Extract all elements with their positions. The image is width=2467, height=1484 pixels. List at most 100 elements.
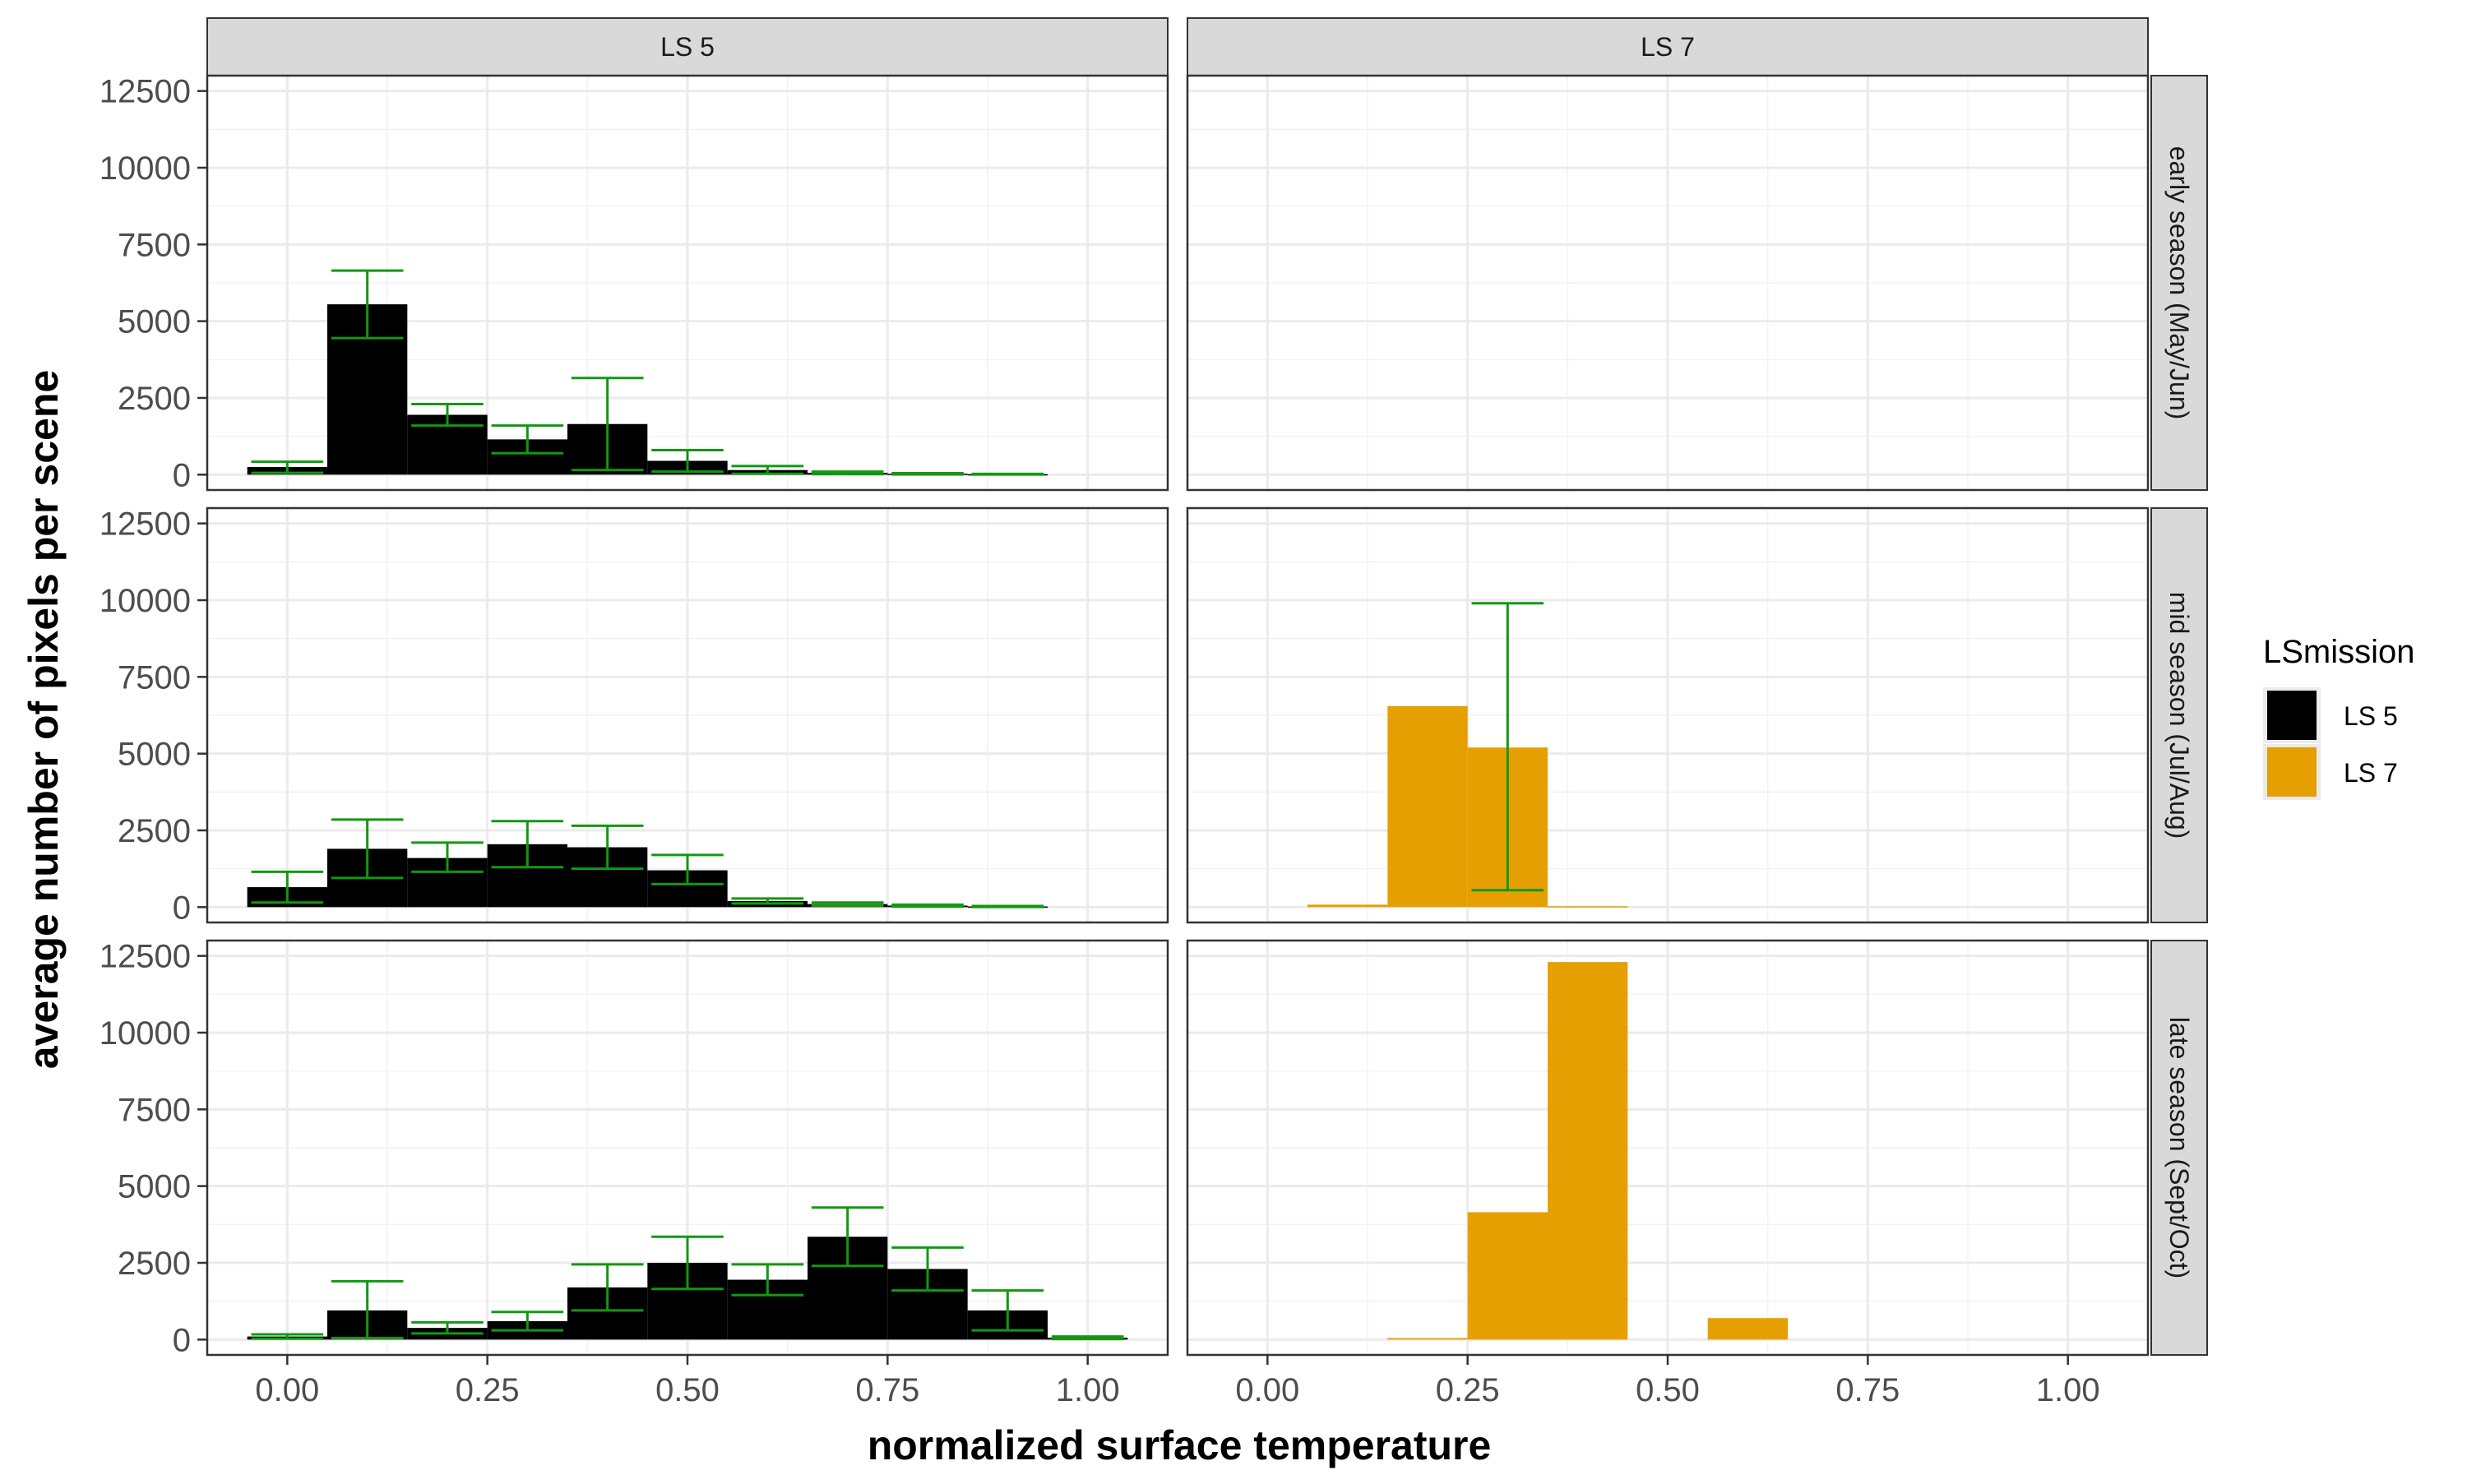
y-tick-label: 10000 [100,1015,191,1052]
x-tick-label: 0.00 [1235,1372,1299,1408]
y-axis-row-2: 0 2500 5000 7500 10000 12500 [100,506,207,926]
y-tick-label: 7500 [118,1092,191,1128]
bar [1707,1318,1788,1340]
y-tick-label: 2500 [118,813,191,849]
error-bar [571,824,644,871]
error-bar [891,471,964,476]
bar [1548,906,1628,908]
error-bar [251,460,324,474]
panel-ls-5-mid-season-jul-aug [206,506,1169,924]
y-tick-label: 2500 [118,1246,191,1282]
panel-grid [1187,941,2148,1355]
error-bar [411,402,484,428]
error-bar [411,841,484,873]
y-axis-title: average number of pixels per scene [21,370,67,1069]
row-strip-label: early season (May/Jun) [2164,146,2194,420]
legend-swatch-ls5 [2267,691,2317,740]
error-bar [651,853,724,885]
bar [1387,1338,1468,1340]
error-bar [811,901,884,907]
column-strip-ls-5: LS 5 [206,17,1169,76]
error-bar [251,870,324,904]
y-tick-label: 10000 [100,150,191,187]
panels-layer: LS 5 LS 7 early season (May/Jun) mid season… [206,17,2208,1357]
row-strip-bg [2150,507,2208,923]
x-axis-title: normalized surface temperature [868,1422,1492,1468]
error-bar [331,269,404,340]
bar [1467,1212,1548,1340]
panel-border [1186,74,2150,492]
panel-ls-7-early-season-may-jun [1186,74,2150,492]
panel-border [1186,506,2150,924]
bar [1548,962,1628,1340]
y-tick-label: 12500 [100,506,191,543]
error-bar [971,904,1044,908]
panel-ls-7-mid-season-jul-aug [1186,506,2150,924]
panel-ls-7-late-season-sept-oct [1186,939,2150,1357]
column-strip-bg [1187,17,2149,76]
panel-ls-5-late-season-sept-oct [206,939,1169,1357]
y-tick-label: 5000 [118,1169,191,1205]
column-strip-label: LS 5 [660,32,715,62]
error-bar [571,377,644,472]
error-bar [411,1320,484,1335]
legend-label-ls7: LS 7 [2344,758,2398,788]
error-bar [731,1263,804,1297]
error-bar [811,1206,884,1268]
x-tick-label: 0.75 [1835,1372,1900,1408]
row-strip-bg [2150,75,2208,491]
error-bar [651,1235,724,1291]
y-axis-row-1: 0 2500 5000 7500 10000 12500 [100,74,207,493]
x-tick-label: 0.75 [855,1372,919,1408]
error-bar [491,1311,564,1332]
y-axis-row-3: 0 2500 5000 7500 10000 12500 [100,939,207,1358]
row-strip-late-season-sept-oct: late season (Sept/Oct) [2150,940,2208,1356]
x-axis-ls-5: 0.00 0.25 0.50 0.75 1.00 [255,1355,1120,1408]
x-tick-label: 0.50 [655,1372,720,1408]
x-tick-label: 0.00 [255,1372,319,1408]
row-strip-early-season-may-jun: early season (May/Jun) [2150,75,2208,491]
error-bar [331,1279,404,1339]
row-strip-mid-season-jul-aug: mid season (Jul/Aug) [2150,507,2208,923]
y-tick-label: 5000 [118,737,191,773]
error-bar [731,465,804,475]
error-bar [1471,602,1544,892]
x-tick-label: 1.00 [1056,1372,1120,1408]
y-tick-label: 7500 [118,227,191,263]
panel-grid [1187,508,2148,922]
error-bar [811,470,884,476]
legend-label-ls5: LS 5 [2344,701,2398,731]
x-tick-label: 0.25 [456,1372,520,1408]
y-tick-label: 0 [173,890,191,926]
error-bar [891,903,964,908]
y-tick-label: 10000 [100,583,191,619]
error-bar [651,448,724,474]
row-strip-bg [2150,940,2208,1356]
panel-border [206,74,1169,492]
error-bar [491,820,564,869]
y-tick-label: 7500 [118,659,191,696]
error-bar [571,1263,644,1312]
panel-border [206,506,1169,924]
y-tick-label: 0 [173,457,191,493]
error-bar [331,818,404,880]
bar [1387,705,1468,908]
error-bar [971,1289,1044,1332]
column-strip-bg [206,17,1169,76]
x-axis-ls-7: 0.00 0.25 0.50 0.75 1.00 [1235,1355,2100,1408]
row-strip-label: mid season (Jul/Aug) [2164,592,2194,839]
error-bar [491,424,564,455]
panel-grid [1187,76,2148,490]
error-bar [731,897,804,905]
x-tick-label: 0.50 [1636,1372,1700,1408]
panel-grid [207,76,1168,490]
panel-ls-5-early-season-may-jun [206,74,1169,492]
x-tick-label: 0.25 [1436,1372,1500,1408]
error-bar [891,1246,964,1292]
y-tick-label: 12500 [100,74,191,110]
row-strip-label: late season (Sept/Oct) [2164,1017,2194,1278]
legend: LSmission LS 5 LS 7 [2263,634,2415,800]
error-bar [1051,1335,1124,1341]
column-strip-ls-7: LS 7 [1187,17,2149,76]
